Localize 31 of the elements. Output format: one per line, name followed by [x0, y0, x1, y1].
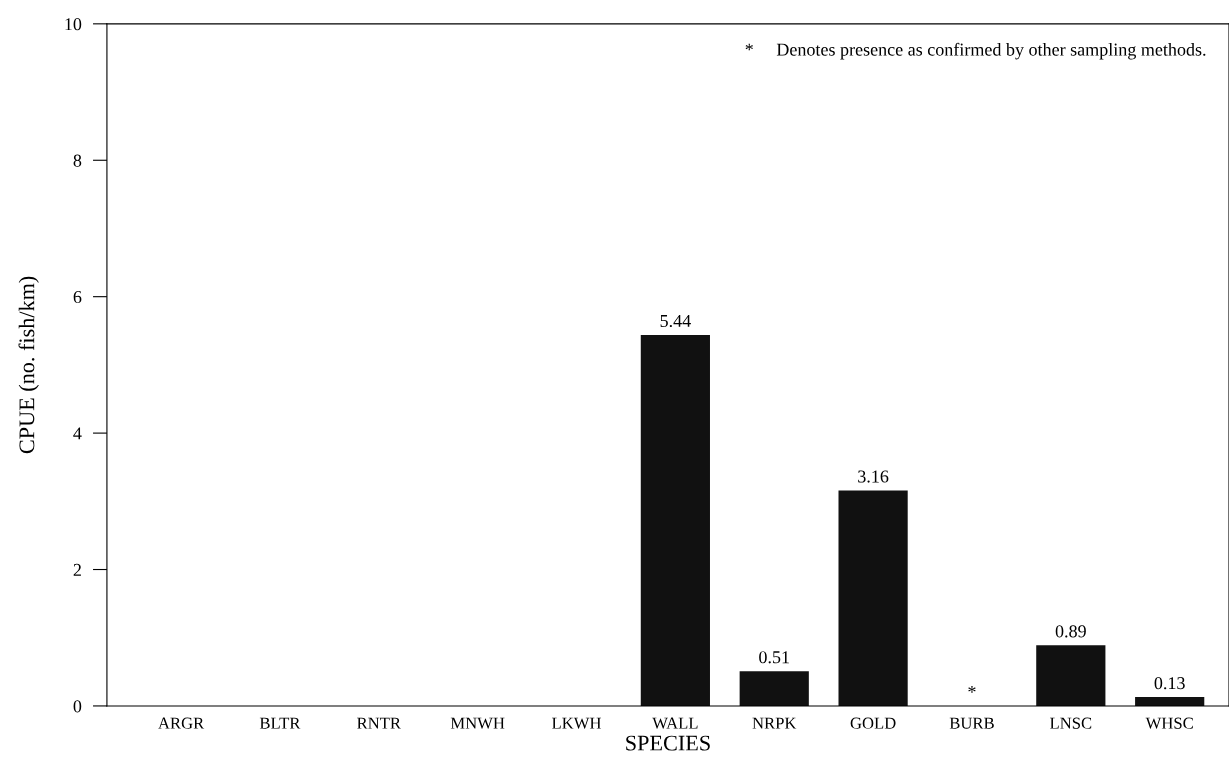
x-tick-label: ARGR	[158, 717, 205, 729]
x-tick-label: WALL	[652, 717, 698, 729]
x-tick-label: NRPK	[752, 717, 797, 729]
y-tick-label: 0	[73, 700, 82, 713]
y-tick-label: 10	[65, 18, 82, 31]
y-tick-label: 4	[73, 427, 82, 440]
bar	[640, 334, 710, 706]
x-tick-label: BLTR	[259, 717, 301, 729]
y-axis-title: CPUE (no. fish/km)	[18, 276, 39, 454]
bar	[838, 490, 908, 706]
data-label: 0.13	[1154, 677, 1185, 690]
y-tick-label: 2	[73, 563, 81, 576]
x-tick-label: GOLD	[850, 717, 896, 729]
data-label: *	[968, 686, 976, 693]
bar	[1135, 697, 1205, 706]
bar	[739, 671, 809, 706]
data-label: 0.51	[759, 651, 789, 664]
data-label: 5.44	[660, 314, 691, 328]
data-label: 0.89	[1055, 625, 1086, 638]
bar	[1036, 645, 1106, 706]
x-tick-label: MNWH	[450, 717, 505, 729]
x-axis-title: SPECIES	[626, 735, 710, 751]
x-tick-label: BURB	[949, 717, 994, 729]
x-tick-label: LKWH	[552, 717, 602, 729]
data-label: 3.16	[858, 470, 889, 483]
y-tick-label: 6	[73, 290, 82, 304]
x-tick-label: WHSC	[1145, 717, 1193, 729]
x-tick-label: LNSC	[1050, 717, 1092, 729]
x-tick-label: RNTR	[357, 717, 401, 729]
y-tick-label: 8	[73, 154, 82, 167]
annotation: * Denotes presence as confirmed by other sampling methods.	[745, 42, 1206, 60]
